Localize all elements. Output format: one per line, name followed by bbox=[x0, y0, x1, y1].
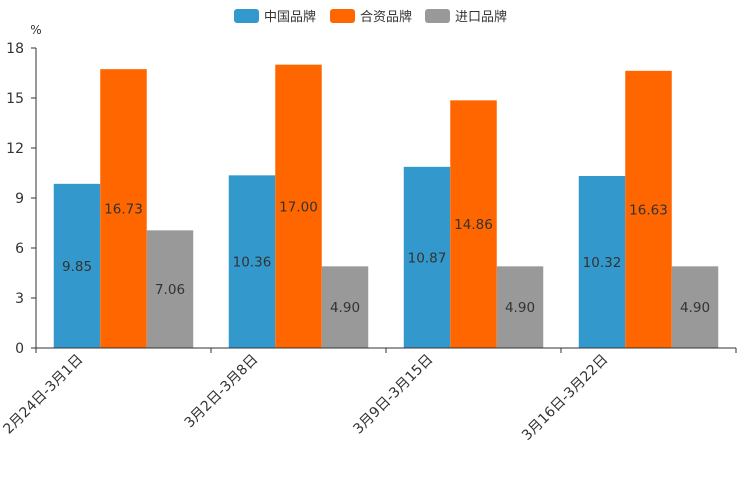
bar-1-2 bbox=[228, 175, 276, 348]
bar-2-3 bbox=[450, 100, 497, 348]
bar-value-label: 16.63 bbox=[629, 202, 668, 218]
x-category-label: 3月2日-3月8日 bbox=[182, 352, 262, 432]
y-tick-label: 6 bbox=[15, 241, 24, 257]
legend: 中国品牌 合资品牌 进口品牌 bbox=[234, 9, 507, 25]
bar-1-1 bbox=[53, 183, 101, 348]
legend-swatch bbox=[425, 9, 450, 23]
y-tick-label: 3 bbox=[15, 291, 24, 307]
legend-label: 合资品牌 bbox=[360, 9, 412, 25]
y-axis: 0 3 6 9 12 15 18 bbox=[6, 41, 37, 357]
x-category-label: 3月9日-3月15日 bbox=[350, 352, 436, 438]
y-tick-label: 0 bbox=[15, 341, 24, 357]
x-axis: 2月24日-3月1日 3月2日-3月8日 3月9日-3月15日 3月16日-3月22日 bbox=[0, 347, 737, 444]
legend-item[interactable]: 进口品牌 bbox=[425, 9, 507, 25]
y-tick-label: 9 bbox=[15, 191, 24, 207]
bar-3-2 bbox=[321, 266, 369, 348]
legend-item[interactable]: 合资品牌 bbox=[330, 9, 412, 25]
bars: 9.85 16.73 7.06 10.36 17.00 4.90 10.87 14.86 4.9… bbox=[53, 64, 719, 349]
y-tick-label: 15 bbox=[6, 91, 24, 107]
bar-1-3 bbox=[403, 166, 451, 348]
y-axis-unit: % bbox=[30, 23, 41, 37]
bar-value-label: 4.90 bbox=[680, 300, 710, 316]
bar-3-4 bbox=[671, 266, 719, 348]
legend-item[interactable]: 中国品牌 bbox=[234, 9, 316, 25]
bar-2-2 bbox=[275, 64, 322, 349]
bar-value-label: 4.90 bbox=[330, 300, 360, 316]
bar-value-label: 10.87 bbox=[408, 250, 447, 266]
legend-swatch bbox=[234, 9, 259, 23]
y-tick-label: 18 bbox=[6, 41, 24, 57]
bar-value-label: 7.06 bbox=[155, 282, 185, 298]
y-tick-label: 12 bbox=[6, 141, 24, 157]
bar-2-1 bbox=[100, 69, 147, 349]
bar-3-1 bbox=[146, 230, 194, 348]
bar-value-label: 9.85 bbox=[62, 259, 92, 275]
bar-2-4 bbox=[625, 70, 672, 348]
legend-label: 中国品牌 bbox=[264, 9, 316, 25]
legend-label: 进口品牌 bbox=[455, 9, 507, 25]
legend-swatch bbox=[330, 9, 355, 23]
bar-value-label: 16.73 bbox=[104, 202, 143, 218]
bar-value-label: 10.32 bbox=[583, 255, 622, 271]
bar-value-label: 17.00 bbox=[279, 199, 318, 215]
x-category-label: 3月16日-3月22日 bbox=[519, 352, 611, 444]
bar-value-label: 4.90 bbox=[505, 300, 535, 316]
bar-3-3 bbox=[496, 266, 544, 348]
x-category-label: 2月24日-3月1日 bbox=[0, 352, 86, 438]
bar-value-label: 14.86 bbox=[454, 217, 493, 233]
bar-1-4 bbox=[578, 176, 626, 348]
bar-value-label: 10.36 bbox=[233, 255, 272, 271]
